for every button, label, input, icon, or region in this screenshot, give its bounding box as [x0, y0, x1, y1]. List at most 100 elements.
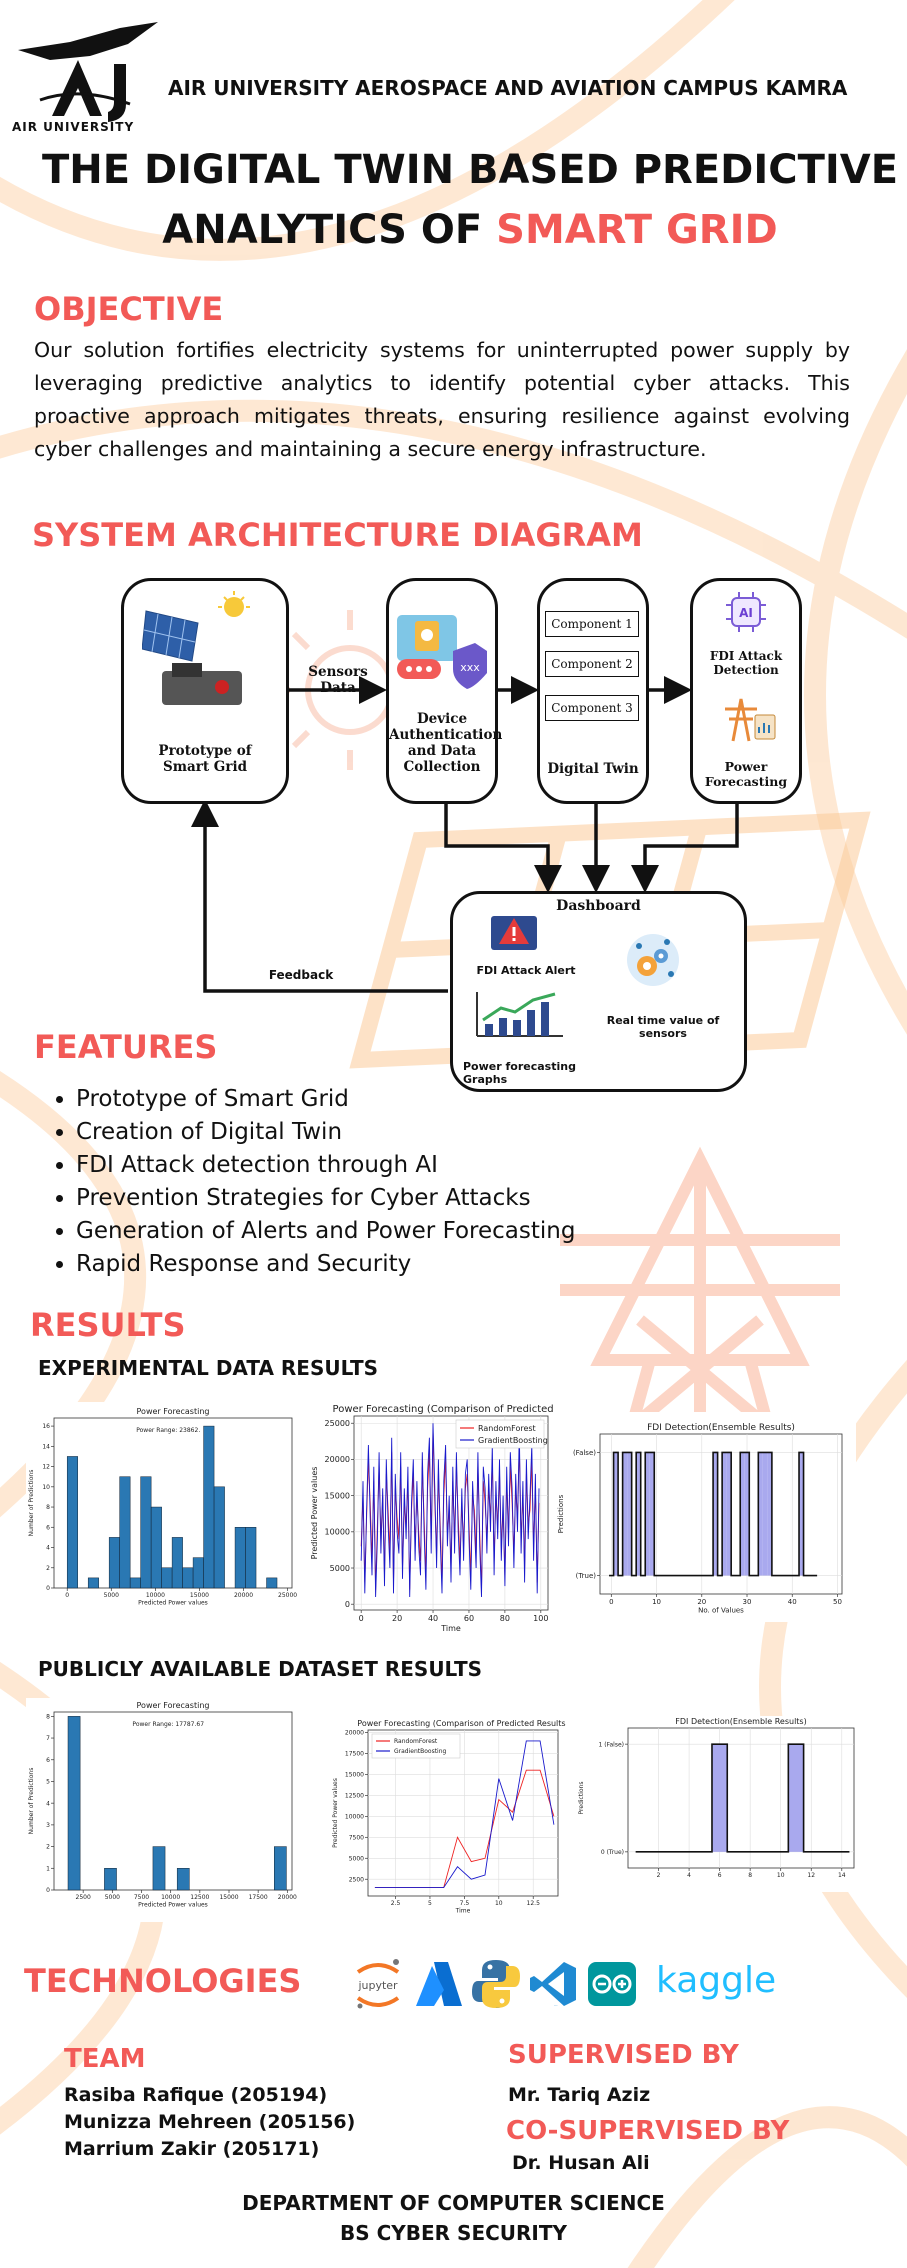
histogram-bar	[161, 1567, 173, 1589]
histogram-bar	[150, 1506, 162, 1589]
ai-chip-icon: AI	[726, 592, 766, 632]
x-tick-label: 40	[788, 1598, 797, 1606]
histogram-bar	[119, 1476, 131, 1589]
footer: DEPARTMENT OF COMPUTER SCIENCE BS CYBER …	[0, 2188, 907, 2248]
forecast-graphs-label: Power forecasting Graphs	[463, 1060, 576, 1086]
experimental-fdi-detection-chart: FDI Detection(Ensemble Results) 0 10 20 30 40…	[556, 1412, 856, 1622]
x-tick-label: 20	[392, 1614, 402, 1623]
authentication-label: Device Authentication and Data Collectio…	[389, 711, 503, 775]
features-list: Prototype of Smart Grid Creation of Digi…	[46, 1083, 575, 1281]
histogram-bar	[129, 1577, 141, 1589]
fdi-alert-label: FDI Attack Alert	[476, 964, 576, 977]
public-fdi-detection-chart: FDI Detection(Ensemble Results) 2 4 6 8 10 12 1…	[576, 1716, 862, 1892]
x-axis-label: Time	[455, 1908, 471, 1915]
x-tick-label: 40	[428, 1614, 438, 1623]
solar-panel-icon	[142, 591, 250, 705]
y-axis-label: Predicted Power values	[310, 1467, 319, 1560]
azure-logo-text: A	[438, 1998, 439, 2001]
architecture-arrows	[191, 676, 739, 993]
y-tick-label: 7500	[349, 1834, 364, 1841]
plot-frame	[599, 1433, 843, 1595]
title-line-2: ANALYTICS OF SMART GRID	[40, 200, 900, 260]
y-tick-label: 14	[42, 1443, 50, 1450]
legend-label: RandomForest	[394, 1738, 438, 1745]
legend-label: GradientBoosting	[394, 1748, 447, 1755]
experimental-results-heading: EXPERIMENTAL DATA RESULTS	[38, 1356, 379, 1380]
dashboard-label: Dashboard	[556, 898, 641, 914]
detection-bar	[799, 1452, 804, 1576]
legend-box	[371, 1733, 461, 1759]
x-tick-label: 0	[65, 1592, 69, 1599]
plot-frame	[627, 1727, 855, 1869]
objective-heading: OBJECTIVE	[34, 290, 224, 328]
histogram-bar	[274, 1846, 287, 1891]
x-tick-label: 10	[652, 1598, 661, 1606]
results-heading: RESULTS	[30, 1306, 186, 1344]
x-tick-label: 12500	[190, 1894, 209, 1901]
y-tick-label: 3	[46, 1822, 50, 1829]
features-heading: FEATURES	[34, 1028, 218, 1066]
detection-bar	[613, 1452, 619, 1576]
y-tick-label: 1 (False)	[599, 1741, 624, 1748]
x-axis-label: Predicted Power values	[138, 1600, 208, 1607]
y-tick-label: 10000	[345, 1813, 364, 1820]
x-tick-label: 8	[748, 1872, 752, 1879]
x-tick-label: 2.5	[391, 1900, 401, 1907]
power-forecasting-label: Power Forecasting	[704, 759, 788, 789]
y-tick-label: 0 (True)	[601, 1849, 624, 1856]
y-tick-label: 2	[46, 1844, 50, 1851]
x-tick-label: 12.5	[527, 1900, 541, 1907]
feature-item: Prevention Strategies for Cyber Attacks	[76, 1182, 575, 1215]
detection-bar	[649, 1452, 655, 1576]
component-2: Component 2	[545, 651, 639, 677]
detection-bar	[713, 1452, 718, 1576]
detection-step-line	[635, 1743, 850, 1853]
x-tick-label: 25000	[278, 1592, 297, 1599]
detection-bar	[767, 1452, 772, 1576]
y-tick-label: 4	[46, 1800, 50, 1807]
jupyter-icon: jupyter	[356, 1959, 400, 2009]
x-tick-label: 0	[609, 1598, 613, 1606]
digital-twin-label: Digital Twin	[547, 761, 639, 777]
public-results-heading: PUBLICLY AVAILABLE DATASET RESULTS	[38, 1657, 483, 1681]
technology-logos: jupyter A python vscode arduino kaggle	[352, 1952, 776, 2018]
detection-bar	[645, 1452, 650, 1576]
y-tick-label: 0	[46, 1585, 50, 1592]
y-tick-label: 8	[46, 1713, 50, 1720]
y-tick-label: (False)	[573, 1449, 596, 1457]
chart-title: FDI Detection(Ensemble Results)	[675, 1717, 806, 1726]
y-tick-label: 12	[42, 1464, 50, 1471]
x-tick-label: 100	[533, 1614, 548, 1623]
plot-frame	[53, 1711, 293, 1891]
detection-bar	[788, 1744, 804, 1852]
team-member: Munizza Mehreen (205156)	[64, 2111, 356, 2133]
y-tick-label: 10	[42, 1484, 50, 1491]
x-axis-label: No. of Values	[698, 1607, 744, 1615]
x-tick-label: 30	[743, 1598, 752, 1606]
x-tick-label: 0	[359, 1614, 364, 1623]
python-icon: python	[472, 1960, 520, 2009]
x-tick-label: 2	[657, 1872, 661, 1879]
y-tick-label: 0	[345, 1600, 350, 1609]
x-tick-label: 60	[464, 1614, 474, 1623]
prototype-node: Prototype of Smart Grid	[121, 578, 289, 804]
x-tick-label: 10	[495, 1900, 503, 1907]
histogram-bar	[182, 1567, 194, 1589]
y-tick-label: 12500	[345, 1792, 364, 1799]
component-1: Component 1	[545, 611, 639, 637]
department-name: DEPARTMENT OF COMPUTER SCIENCE	[242, 2191, 665, 2215]
detection-bar	[762, 1452, 768, 1576]
chart-title: Power Forecasting	[137, 1407, 210, 1416]
y-axis-label: Predictions	[578, 1782, 585, 1815]
x-tick-label: 4	[687, 1872, 691, 1879]
plot-frame	[353, 1415, 549, 1611]
histogram-bar	[203, 1425, 215, 1589]
x-tick-label: 50	[833, 1598, 842, 1606]
y-tick-label: 6	[46, 1757, 50, 1764]
fdi-detection-label: FDI Attack Detection	[709, 649, 783, 677]
supervised-heading: SUPERVISED BY	[508, 2040, 739, 2070]
authentication-icon: xxx	[397, 615, 487, 689]
histogram-bar	[171, 1537, 183, 1589]
sensor-network-icon	[627, 934, 679, 986]
y-tick-label: 7	[46, 1735, 50, 1742]
